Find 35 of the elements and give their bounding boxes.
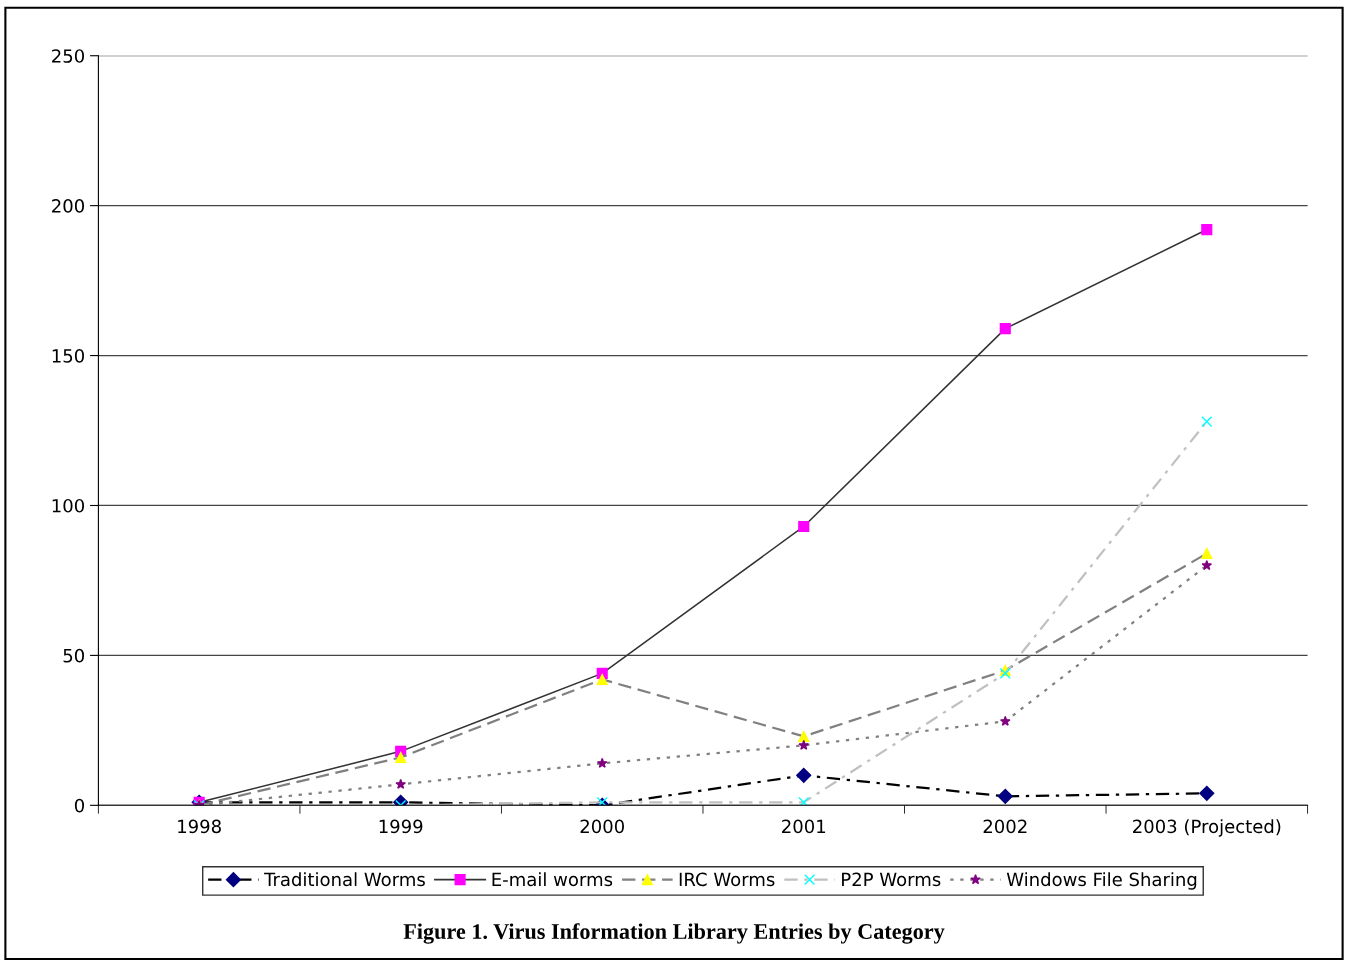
y-tick-label: 150: [52, 349, 85, 363]
x-tick-label: 2003 (Projected): [1133, 819, 1281, 837]
x-tick-label: 1999: [379, 819, 423, 834]
point: [997, 788, 1013, 804]
point: [796, 767, 812, 783]
point: [798, 520, 810, 533]
point: [596, 757, 608, 768]
x-tick-label: 2000: [580, 819, 624, 834]
y-tick-label: 200: [52, 199, 85, 213]
point: [1201, 559, 1213, 571]
point: [999, 715, 1011, 726]
legend-label: IRC Worms: [679, 872, 775, 887]
point: [596, 673, 608, 685]
point: [395, 751, 407, 763]
legend-label: P2P Worms: [842, 872, 941, 887]
y-tick-label: 100: [52, 498, 85, 513]
legend-label: E-mail worms: [492, 872, 613, 887]
legend-label: Traditional Worms: [264, 872, 425, 887]
y-tick-label: 0: [74, 798, 85, 813]
point: [798, 796, 810, 806]
point: [999, 323, 1011, 335]
point: [1201, 224, 1213, 236]
point: [798, 730, 810, 742]
point: [1199, 785, 1215, 801]
point: [1201, 547, 1213, 560]
legend-label: Windows File Sharing: [1006, 872, 1197, 890]
y-tick-label: 50: [63, 648, 85, 663]
point: [798, 739, 810, 750]
x-tick-label: 1998: [178, 819, 221, 834]
x-tick-label: 2001: [782, 819, 826, 834]
text: Figure 1. Virus Information Library Entries by Category: [403, 923, 945, 944]
point: [395, 778, 407, 789]
point: [1201, 415, 1213, 428]
x-tick-label: 2002: [983, 819, 1027, 834]
y-tick-label: 250: [52, 49, 85, 63]
